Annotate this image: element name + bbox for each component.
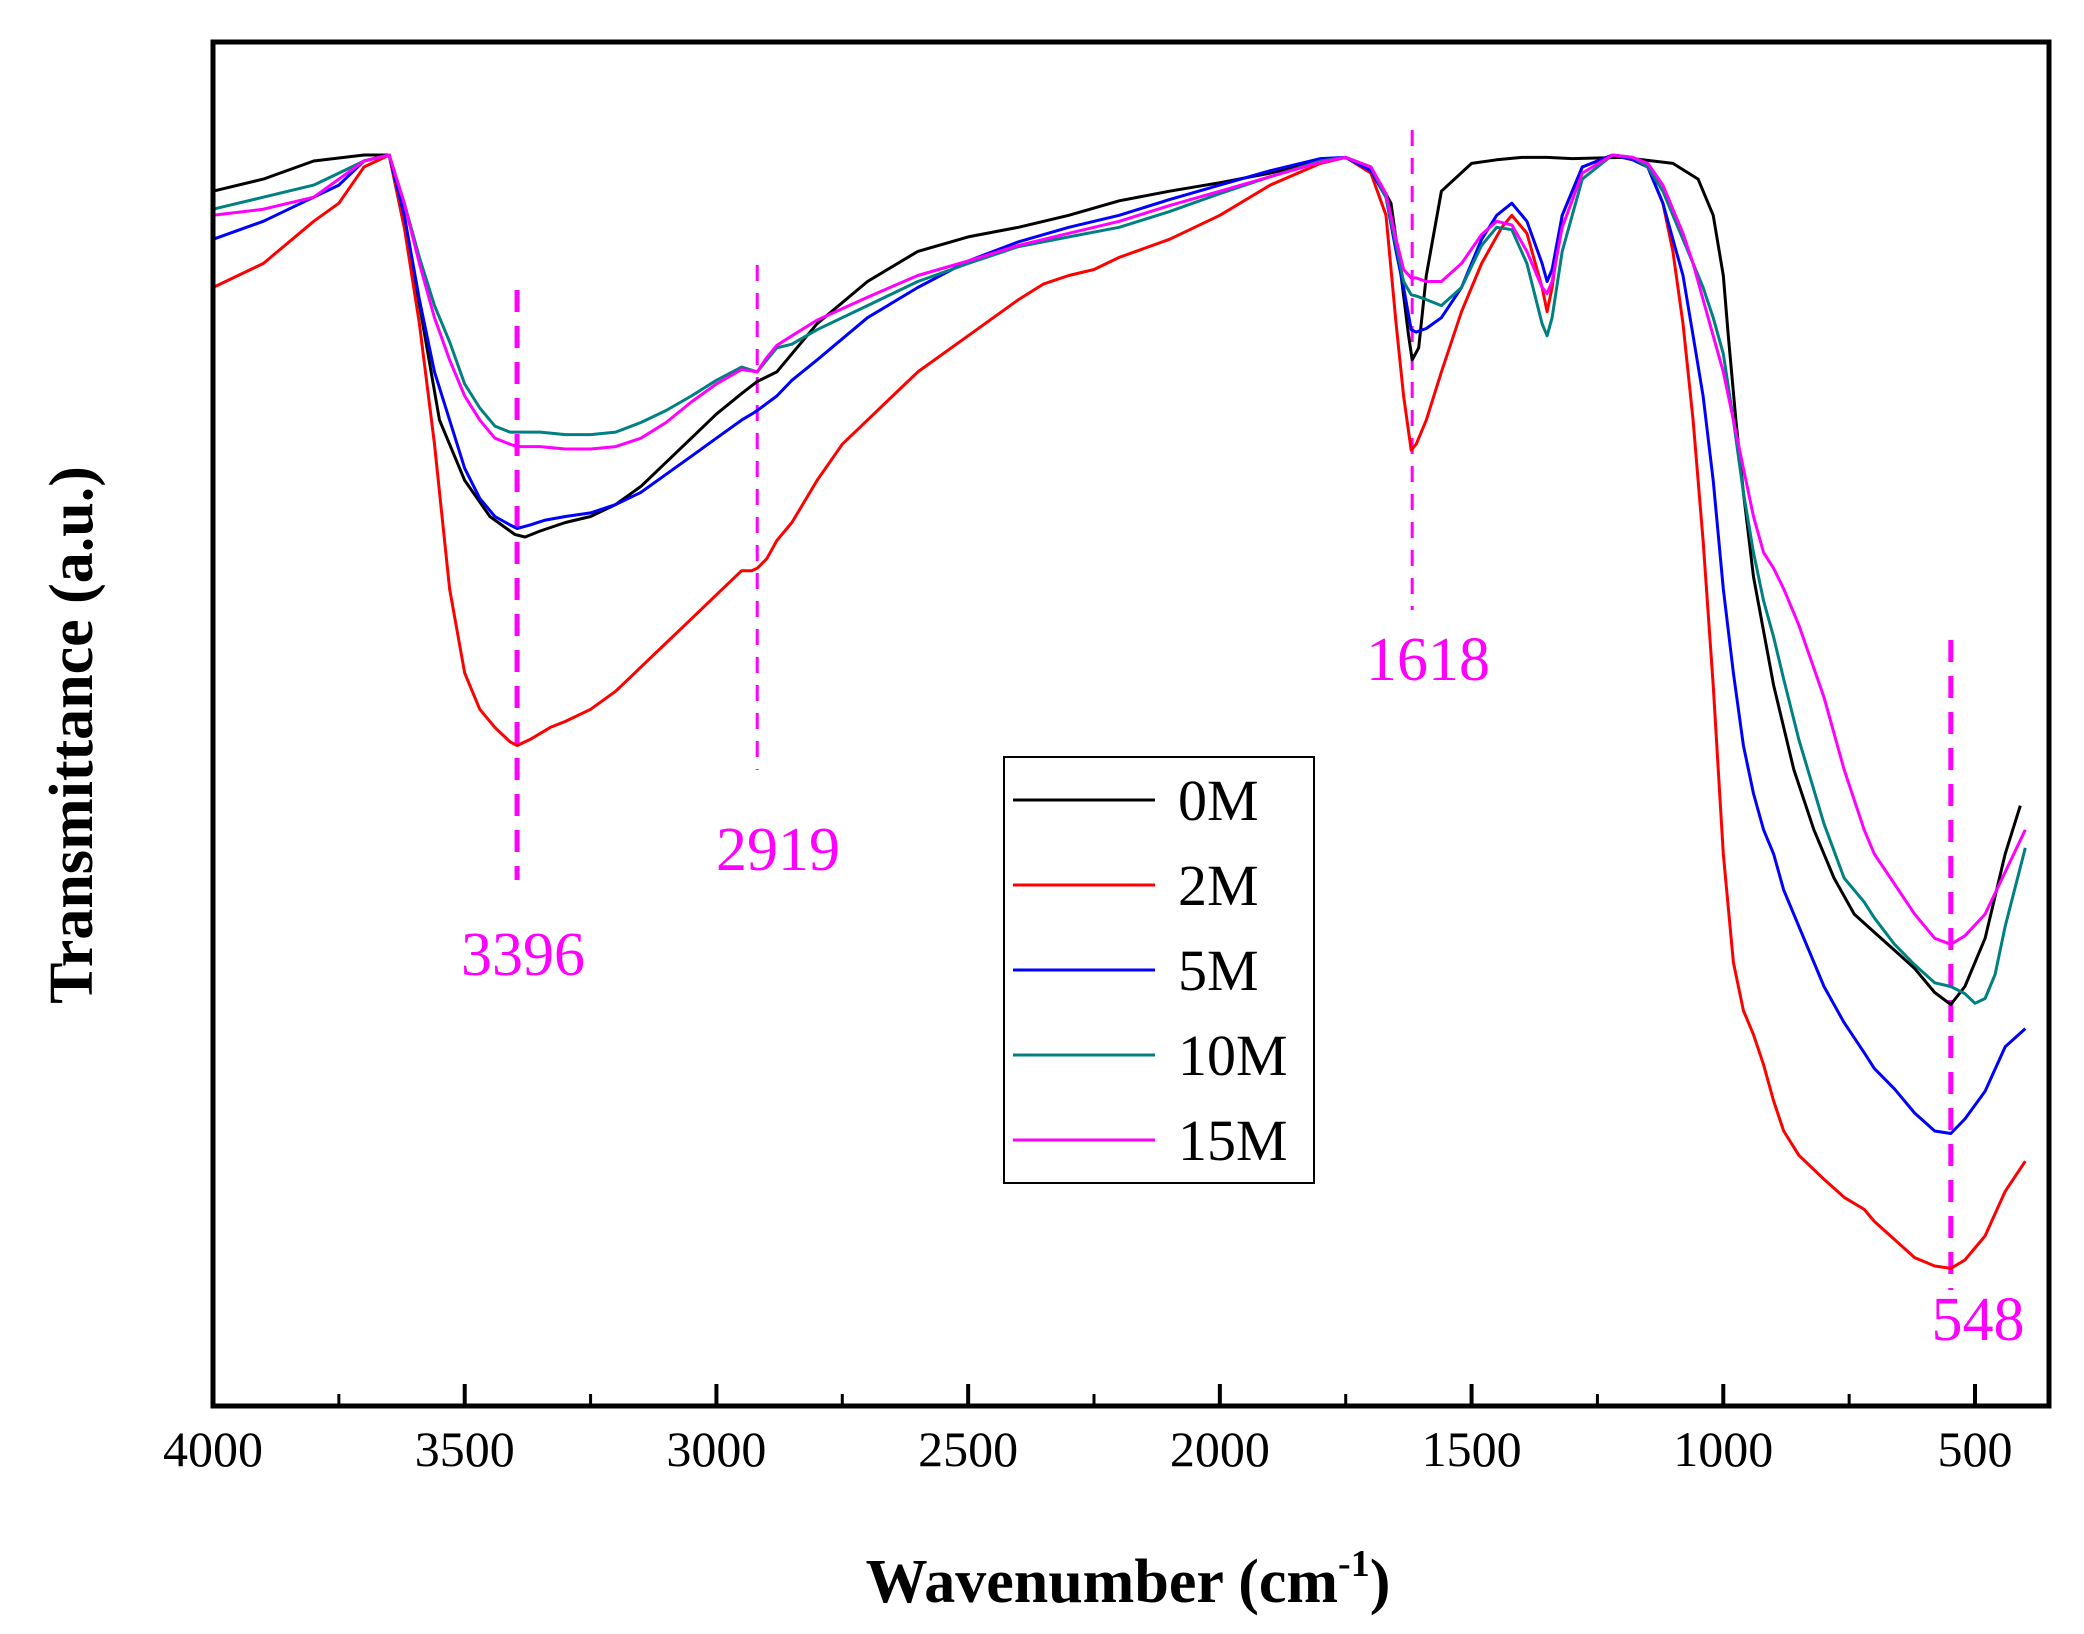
x-tick-label-4000: 4000 xyxy=(163,1421,263,1477)
peak-marker-lines xyxy=(514,130,1954,1290)
legend-label-5M: 5M xyxy=(1178,938,1259,1003)
peak-label-548: 548 xyxy=(1932,1286,2025,1354)
series-lines xyxy=(212,153,2027,1270)
plot-frame xyxy=(210,39,2052,1409)
x-tick-label-1500: 1500 xyxy=(1422,1421,1522,1477)
legend: 0M 2M 5M 10M 15M xyxy=(1003,756,1315,1184)
legend-items: 0M 2M 5M 10M 15M xyxy=(1013,768,1288,1173)
peak-label-3396: 3396 xyxy=(461,921,585,989)
x-tick-label-3500: 3500 xyxy=(415,1421,515,1477)
peak-label-1618: 1618 xyxy=(1366,626,1490,694)
series-line-15M xyxy=(212,153,2027,946)
x-tick-label-2500: 2500 xyxy=(918,1421,1018,1477)
x-axis-title-suffix: ) xyxy=(1370,1548,1391,1616)
x-axis-tick-labels: 4000 3500 3000 2500 2000 1500 1000 500 xyxy=(163,1421,2013,1477)
y-axis-title: Transmittance (a.u.) xyxy=(38,466,106,1004)
x-axis-ticks xyxy=(211,1384,1977,1406)
x-axis-title-main: Wavenumber (cm xyxy=(866,1548,1338,1616)
x-axis-title-superscript: -1 xyxy=(1338,1543,1370,1585)
peak-label-2919: 2919 xyxy=(716,816,840,884)
legend-label-10M: 10M xyxy=(1178,1023,1288,1088)
legend-label-0M: 0M xyxy=(1178,768,1259,833)
legend-label-15M: 15M xyxy=(1178,1108,1288,1173)
x-tick-label-3000: 3000 xyxy=(666,1421,766,1477)
series-line-10M xyxy=(212,153,2027,1005)
x-tick-label-1000: 1000 xyxy=(1673,1421,1773,1477)
x-tick-label-500: 500 xyxy=(1938,1421,2013,1477)
x-axis-title: Wavenumber (cm-1) xyxy=(866,1543,1391,1616)
peak-labels: 3396 2919 1618 548 xyxy=(461,626,2025,1354)
x-tick-label-2000: 2000 xyxy=(1170,1421,1270,1477)
legend-label-2M: 2M xyxy=(1178,853,1259,918)
